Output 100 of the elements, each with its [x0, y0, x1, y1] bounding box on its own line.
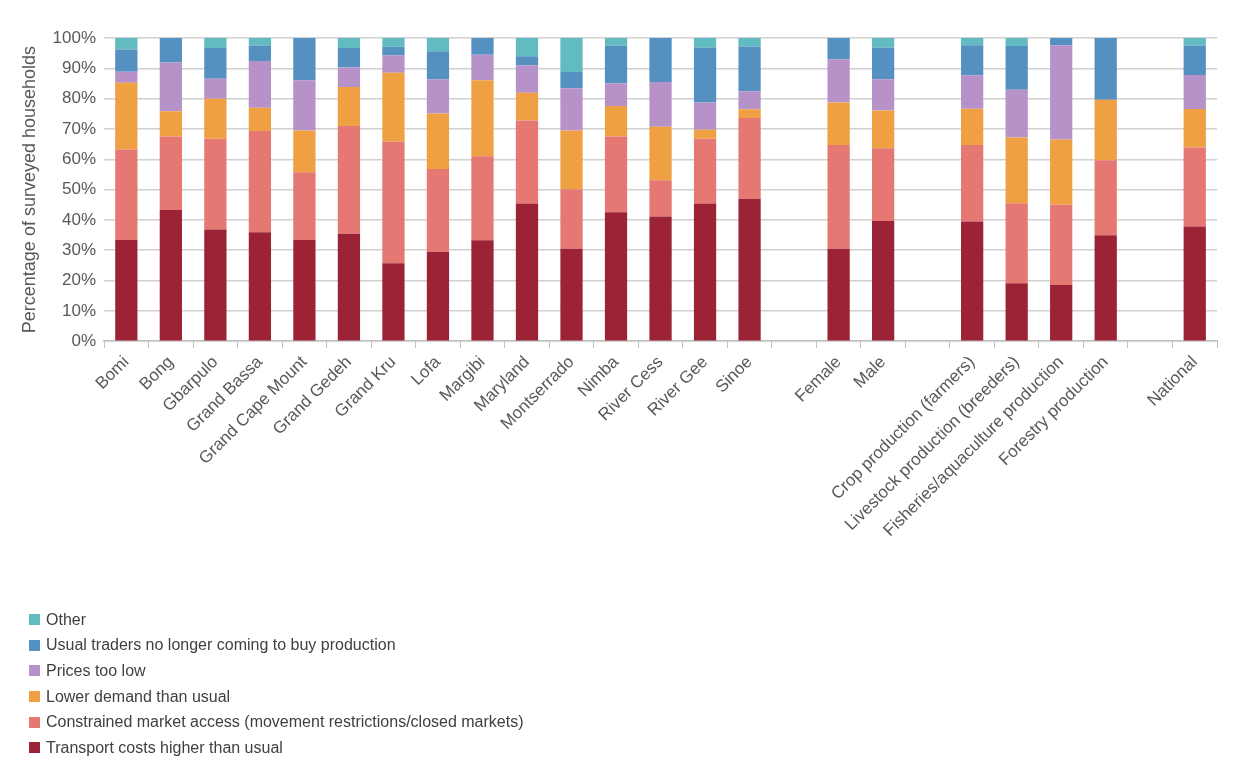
bar [961, 45, 984, 76]
bar [693, 38, 717, 48]
bar [382, 141, 405, 264]
bar [1183, 74, 1206, 109]
bar [604, 83, 628, 106]
bar [827, 38, 850, 60]
bar [1005, 137, 1028, 204]
bar [204, 98, 227, 139]
bar [159, 136, 182, 210]
bar [961, 75, 984, 109]
bar [1183, 147, 1206, 227]
bar [382, 55, 405, 73]
bar [293, 130, 316, 173]
bar [515, 120, 539, 204]
bar [560, 38, 583, 72]
bar [337, 67, 361, 88]
bar [649, 180, 672, 217]
bar [1094, 38, 1117, 100]
bar [115, 239, 138, 341]
bar [115, 82, 138, 150]
bar [1094, 160, 1117, 236]
bar [471, 54, 494, 81]
bar [248, 61, 272, 108]
legend-label: Constrained market access (movement restrictions/closed markets) [46, 713, 524, 732]
bar [1050, 45, 1073, 140]
bar [382, 72, 405, 142]
bar [515, 65, 539, 93]
bar [293, 38, 316, 81]
bar [382, 46, 405, 56]
bar [1005, 89, 1028, 138]
bar [560, 130, 583, 190]
bar [471, 240, 494, 341]
bar [693, 47, 717, 103]
bar [1050, 38, 1073, 46]
bar [649, 216, 672, 341]
bar [293, 80, 316, 131]
bar [426, 38, 450, 52]
y-tick-label: 100% [52, 27, 97, 47]
bar [604, 212, 628, 341]
bar [426, 168, 450, 252]
bar [693, 129, 717, 139]
bar [382, 38, 405, 47]
bar [115, 38, 138, 50]
bar [248, 38, 272, 46]
bar [1005, 283, 1028, 341]
bar [693, 203, 717, 341]
bar [649, 126, 672, 181]
bar [159, 38, 182, 63]
y-tick-label: 20% [62, 270, 97, 290]
y-axis-title: Percentage of surveyed households [18, 45, 39, 334]
bar [872, 38, 895, 48]
bar [471, 156, 494, 241]
bar [1005, 38, 1028, 46]
bar [649, 38, 672, 82]
y-tick-label: 30% [62, 239, 97, 259]
y-tick-label: 40% [62, 209, 97, 229]
bar [961, 38, 984, 46]
bar [159, 62, 182, 112]
bar [1183, 38, 1206, 46]
bar [204, 138, 227, 230]
bar [827, 59, 850, 103]
y-tick-label: 60% [62, 148, 97, 168]
bar [204, 78, 227, 99]
bar [693, 138, 717, 204]
bar [204, 229, 227, 341]
bar [115, 149, 138, 240]
bar [337, 48, 361, 68]
y-tick-label: 90% [62, 58, 97, 77]
bar [382, 263, 405, 341]
bar [1050, 139, 1073, 205]
bar [738, 91, 761, 110]
bar [560, 71, 583, 89]
bar [872, 221, 895, 341]
bar [115, 71, 138, 83]
bar [961, 145, 984, 222]
legend-label: Transport costs higher than usual [46, 738, 283, 757]
bar [738, 46, 761, 92]
y-tick-label: 70% [62, 118, 97, 138]
bar [1050, 285, 1073, 341]
bar [560, 189, 583, 249]
legend-label: Prices too low [46, 661, 146, 680]
bar [204, 48, 227, 79]
bar [649, 81, 672, 127]
bar [738, 38, 761, 47]
legend-label: Usual traders no longer coming to buy production [46, 636, 396, 655]
bar [515, 92, 539, 121]
bar [827, 248, 850, 341]
bar [872, 47, 895, 80]
bar [337, 125, 361, 234]
bar [426, 251, 450, 341]
bar [1094, 235, 1117, 341]
y-tick-label: 0% [71, 330, 97, 350]
y-tick-label: 80% [62, 88, 97, 108]
bar [248, 131, 272, 233]
bar [515, 56, 539, 66]
bar [471, 80, 494, 157]
bar [738, 198, 761, 341]
y-tick-label: 50% [62, 179, 97, 199]
bar [872, 110, 895, 149]
bar [1050, 204, 1073, 286]
